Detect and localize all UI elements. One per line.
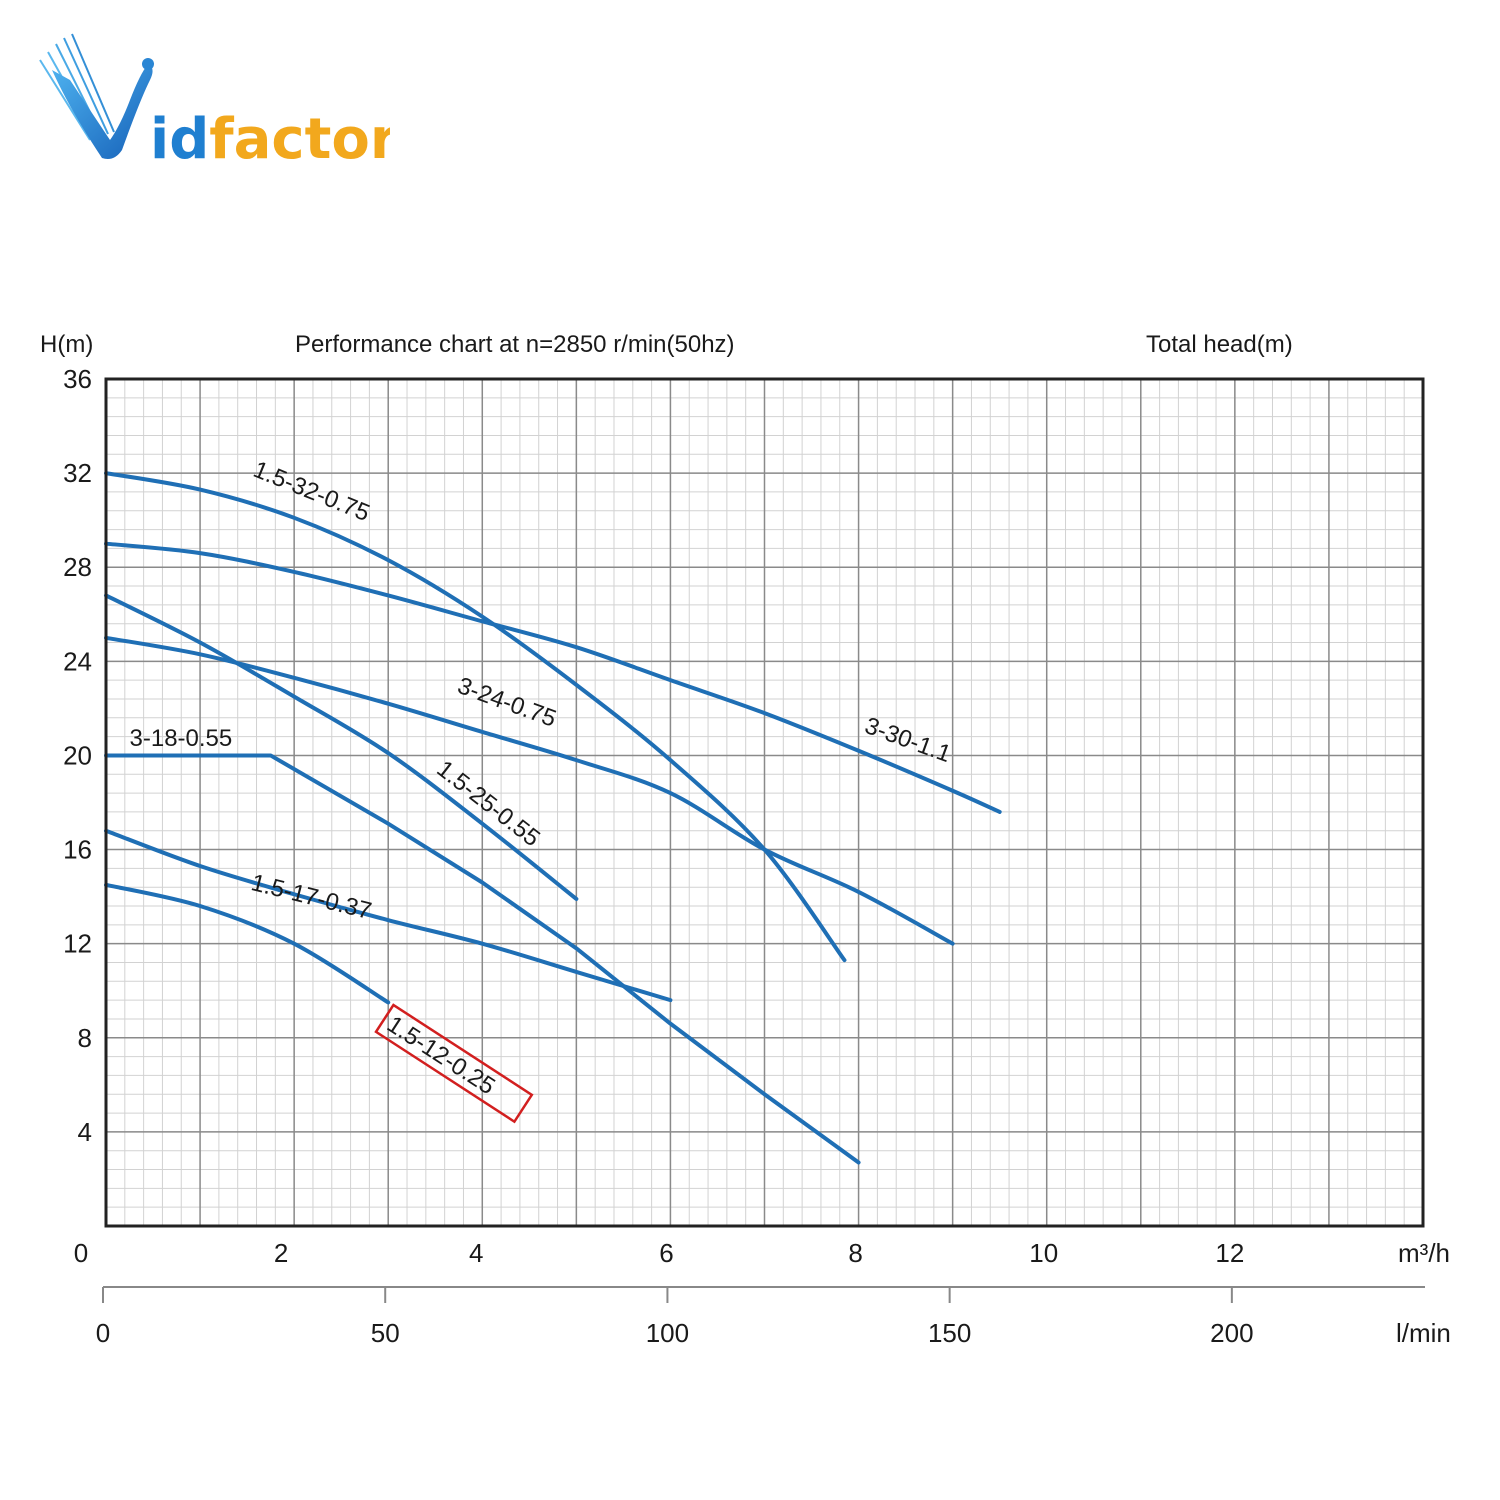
curve-label: 1.5-17-0.37 [248, 869, 374, 925]
secondary-x-tick-labels: 0 50 100 150 200 [96, 1287, 1254, 1348]
curve-label: 1.5-25-0.55 [432, 755, 545, 852]
x-tick-label: 2 [274, 1238, 288, 1268]
y-tick-label: 12 [63, 929, 92, 959]
y-tick-label: 36 [63, 364, 92, 394]
pump-curves [104, 471, 1002, 1165]
curve-1.5-12-0.25 [104, 882, 391, 1005]
curve-1.5-25-0.55 [104, 593, 579, 901]
y-tick-label: 20 [63, 740, 92, 770]
secondary-x-axis-unit-label: l/min [1396, 1318, 1451, 1348]
logo-text: idfactor [150, 107, 390, 170]
curve-1.5-17-0.37 [104, 828, 673, 1003]
curve-labels: 1.5-32-0.753-30-1.13-24-0.751.5-25-0.553… [130, 456, 954, 1124]
x-tick-label: 12 [1215, 1238, 1244, 1268]
curve-label: 3-18-0.55 [130, 725, 233, 752]
curve-label-group: 1.5-17-0.37 [248, 869, 374, 925]
y-tick-label: 4 [78, 1117, 92, 1147]
major-grid [106, 379, 1423, 1226]
x-axis-unit-label: m³/h [1398, 1238, 1450, 1268]
x-tick-label: 10 [1029, 1238, 1058, 1268]
secondary-x-tick-label: 200 [1210, 1318, 1253, 1348]
curve-label-group: 1.5-12-0.25 [374, 1003, 534, 1124]
curve-3-24-0.75 [104, 635, 955, 946]
right-axis-label: Total head(m) [1146, 331, 1293, 358]
curve-label: 3-24-0.75 [454, 672, 560, 733]
logo-bird-head-icon [142, 58, 154, 70]
y-tick-label: 24 [63, 646, 92, 676]
x-tick-label: 8 [848, 1238, 862, 1268]
logo-v-shape [52, 64, 153, 159]
y-tick-label: 16 [63, 835, 92, 865]
y-tick-labels: 36 32 28 24 20 16 12 8 4 [63, 364, 92, 1147]
secondary-x-tick-label: 150 [928, 1318, 971, 1348]
curve-label-group: 3-24-0.75 [454, 672, 560, 733]
x-tick-label: 4 [469, 1238, 483, 1268]
plot-frame [104, 377, 1425, 1228]
secondary-x-tick-label: 0 [96, 1318, 110, 1348]
curve-label-group: 3-18-0.55 [130, 725, 233, 752]
x-tick-labels: 0 2 4 6 8 10 12 [74, 1238, 1245, 1268]
x-tick-label: 6 [659, 1238, 673, 1268]
vidfactor-logo: idfactor [39, 33, 390, 170]
y-axis-label: H(m) [40, 331, 93, 358]
secondary-x-tick-label: 50 [371, 1318, 400, 1348]
x-tick-label: 0 [74, 1238, 88, 1268]
y-tick-label: 32 [63, 458, 92, 488]
secondary-x-tick-label: 100 [646, 1318, 689, 1348]
curve-3-30-1.1 [104, 541, 1002, 814]
y-tick-label: 8 [78, 1023, 92, 1053]
curve-3-18-0.55 [104, 753, 861, 1165]
highlight-box [374, 1003, 534, 1124]
curve-label-group: 1.5-25-0.55 [432, 755, 545, 852]
chart-title: Performance chart at n=2850 r/min(50hz) [295, 331, 735, 358]
y-tick-label: 28 [63, 552, 92, 582]
